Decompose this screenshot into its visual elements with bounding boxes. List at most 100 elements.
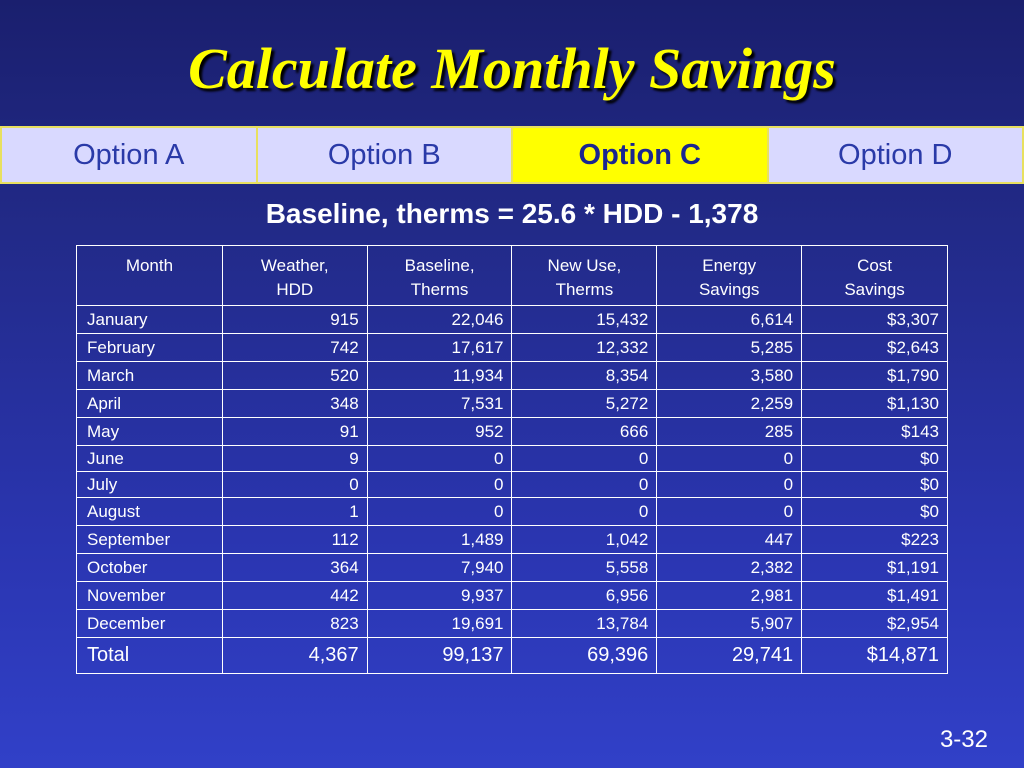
table-row: November 442 9,937 6,956 2,981 $1,491: [76, 581, 948, 610]
table-row: September 112 1,489 1,042 447 $223: [76, 525, 948, 554]
table-row: August 1 0 0 0 $0: [76, 497, 948, 526]
hdd-cell: 364: [221, 553, 368, 582]
month-cell: August: [76, 497, 223, 526]
energy-savings-cell: 0: [656, 445, 803, 472]
month-cell: May: [76, 417, 223, 446]
table-row: July 0 0 0 0 $0: [76, 471, 948, 498]
tab-option-b[interactable]: Option B: [258, 128, 513, 182]
header-cost-savings: Cost Savings: [801, 245, 948, 306]
baseline-cell: 22,046: [366, 305, 513, 334]
tab-option-d[interactable]: Option D: [838, 138, 953, 171]
table-header-row: Month Weather, HDD Baseline, Therms New …: [76, 245, 948, 306]
new-use-cell: 6,956: [511, 581, 658, 610]
baseline-cell: 17,617: [366, 333, 513, 362]
cost-savings-cell: $1,191: [801, 553, 948, 582]
hdd-cell: 112: [221, 525, 368, 554]
hdd-cell: 915: [221, 305, 368, 334]
header-baseline-therms: Baseline, Therms: [366, 245, 513, 306]
slide-title: Calculate Monthly Savings: [188, 36, 836, 101]
table-row: October 364 7,940 5,558 2,382 $1,191: [76, 553, 948, 582]
option-tabs: Option A Option B Option C Option D: [0, 126, 1024, 184]
baseline-cell: 9,937: [366, 581, 513, 610]
page-number: 3-32: [939, 726, 988, 753]
baseline-cell: 1,489: [366, 525, 513, 554]
month-cell: October: [76, 553, 223, 582]
table-row: April 348 7,531 5,272 2,259 $1,130: [76, 389, 948, 418]
new-use-cell: 0: [511, 471, 658, 498]
new-use-cell: 12,332: [511, 333, 658, 362]
hdd-cell: 442: [221, 581, 368, 610]
month-cell: January: [76, 305, 223, 334]
hdd-cell: 348: [221, 389, 368, 418]
month-cell: September: [76, 525, 223, 554]
energy-savings-cell: 2,382: [656, 553, 803, 582]
new-use-cell: 0: [511, 497, 658, 526]
tab-option-a[interactable]: Option A: [2, 128, 258, 182]
total-energy-savings: 29,741: [656, 637, 803, 674]
baseline-cell: 0: [366, 471, 513, 498]
savings-table: Month Weather, HDD Baseline, Therms New …: [76, 245, 948, 674]
energy-savings-cell: 447: [656, 525, 803, 554]
energy-savings-cell: 5,285: [656, 333, 803, 362]
energy-savings-cell: 0: [656, 497, 803, 526]
new-use-cell: 13,784: [511, 609, 658, 638]
new-use-cell: 1,042: [511, 525, 658, 554]
header-weather-hdd: Weather, HDD: [221, 245, 368, 306]
energy-savings-cell: 5,907: [656, 609, 803, 638]
new-use-cell: 8,354: [511, 361, 658, 390]
baseline-cell: 19,691: [366, 609, 513, 638]
table-row: February 742 17,617 12,332 5,285 $2,643: [76, 333, 948, 362]
energy-savings-cell: 2,259: [656, 389, 803, 418]
total-hdd: 4,367: [221, 637, 368, 674]
cost-savings-cell: $143: [801, 417, 948, 446]
energy-savings-cell: 3,580: [656, 361, 803, 390]
cost-savings-cell: $0: [801, 497, 948, 526]
cost-savings-cell: $2,954: [801, 609, 948, 638]
baseline-cell: 11,934: [366, 361, 513, 390]
baseline-cell: 952: [366, 417, 513, 446]
new-use-cell: 666: [511, 417, 658, 446]
new-use-cell: 0: [511, 445, 658, 472]
hdd-cell: 520: [221, 361, 368, 390]
hdd-cell: 9: [221, 445, 368, 472]
cost-savings-cell: $1,130: [801, 389, 948, 418]
month-cell: February: [76, 333, 223, 362]
table-total-row: Total 4,367 99,137 69,396 29,741 $14,871: [76, 637, 948, 674]
baseline-cell: 0: [366, 497, 513, 526]
cost-savings-cell: $1,491: [801, 581, 948, 610]
baseline-cell: 0: [366, 445, 513, 472]
table-row: May 91 952 666 285 $143: [76, 417, 948, 446]
total-baseline: 99,137: [366, 637, 513, 674]
energy-savings-cell: 0: [656, 471, 803, 498]
new-use-cell: 15,432: [511, 305, 658, 334]
new-use-cell: 5,558: [511, 553, 658, 582]
energy-savings-cell: 6,614: [656, 305, 803, 334]
hdd-cell: 823: [221, 609, 368, 638]
month-cell: July: [76, 471, 223, 498]
total-new-use: 69,396: [511, 637, 658, 674]
header-new-use-therms: New Use, Therms: [511, 245, 658, 306]
header-month: Month: [76, 245, 223, 306]
energy-savings-cell: 285: [656, 417, 803, 446]
month-cell: March: [76, 361, 223, 390]
table-row: March 520 11,934 8,354 3,580 $1,790: [76, 361, 948, 390]
hdd-cell: 91: [221, 417, 368, 446]
month-cell: December: [76, 609, 223, 638]
hdd-cell: 742: [221, 333, 368, 362]
tab-option-c[interactable]: Option C: [513, 128, 769, 182]
cost-savings-cell: $3,307: [801, 305, 948, 334]
new-use-cell: 5,272: [511, 389, 658, 418]
month-cell: April: [76, 389, 223, 418]
cost-savings-cell: $1,790: [801, 361, 948, 390]
table-row: December 823 19,691 13,784 5,907 $2,954: [76, 609, 948, 638]
table-row: January 915 22,046 15,432 6,614 $3,307: [76, 305, 948, 334]
total-label: Total: [76, 637, 223, 674]
month-cell: June: [76, 445, 223, 472]
baseline-cell: 7,940: [366, 553, 513, 582]
header-energy-savings: Energy Savings: [656, 245, 803, 306]
cost-savings-cell: $223: [801, 525, 948, 554]
cost-savings-cell: $0: [801, 471, 948, 498]
hdd-cell: 1: [221, 497, 368, 526]
table-row: June 9 0 0 0 $0: [76, 445, 948, 472]
month-cell: November: [76, 581, 223, 610]
